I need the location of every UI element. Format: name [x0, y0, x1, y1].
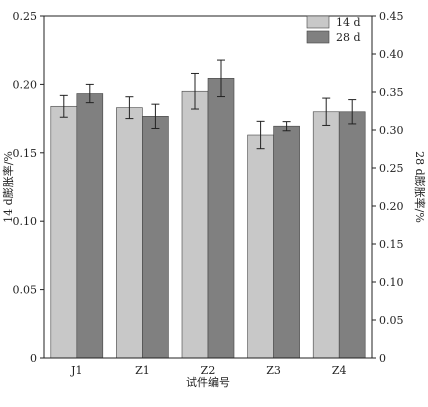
right-y-axis: 0 0.05 0.10 0.15 0.20 0.25 0.30 0.35 0.40 0.45: [372, 10, 404, 365]
bar-14d-Z1: [116, 107, 143, 359]
bar-28d-Z1: [142, 116, 169, 359]
x-tick-label: J1: [70, 364, 82, 377]
plot-frame: [43, 15, 373, 359]
right-y-tick-label: 0: [379, 352, 386, 365]
left-y-axis: 0 0.05 0.10 0.15 0.20 0.25: [13, 10, 44, 365]
bar-28d-Z4: [338, 111, 366, 359]
bars-layer: [50, 78, 366, 359]
legend-label: 14 d: [336, 16, 361, 29]
right-y-tick-label: 0.10: [379, 276, 404, 289]
right-y-axis-label: 28 d膨胀率/%: [413, 151, 427, 223]
legend-swatch: [306, 30, 330, 44]
right-y-tick-label: 0.35: [379, 86, 404, 99]
right-y-tick-label: 0.15: [379, 238, 404, 251]
left-y-tick-label: 0: [30, 352, 37, 365]
bar-14d-J1: [50, 105, 78, 359]
left-y-tick-label: 0.20: [13, 78, 38, 91]
x-tick-label: Z2: [201, 364, 216, 377]
x-tick-label: Z4: [332, 364, 347, 377]
error-bars-layer: [59, 59, 357, 150]
right-y-tick-label: 0.40: [379, 48, 404, 61]
left-y-tick-label: 0.10: [13, 215, 38, 228]
left-y-tick-label: 0.25: [13, 10, 38, 23]
bar-28d-Z3: [273, 125, 300, 359]
x-tick-label: Z3: [266, 364, 281, 377]
x-tick-label: Z1: [135, 364, 150, 377]
bar-28d-J1: [76, 93, 104, 359]
legend: 14 d 28 d: [306, 15, 361, 44]
right-y-tick-label: 0.45: [379, 10, 404, 23]
right-y-tick-label: 0.05: [379, 314, 404, 327]
bar-28d-Z2: [207, 78, 235, 359]
left-y-tick-label: 0.15: [13, 147, 38, 160]
x-axis: J1 Z1 Z2 Z3 Z4: [70, 364, 346, 377]
legend-swatch: [306, 15, 330, 29]
right-y-tick-label: 0.25: [379, 162, 404, 175]
bar-14d-Z4: [312, 111, 340, 359]
right-y-tick-label: 0.30: [379, 124, 404, 137]
left-y-tick-label: 0.05: [13, 284, 38, 297]
bar-14d-Z3: [247, 134, 274, 359]
x-axis-label: 试件编号: [186, 375, 230, 389]
legend-label: 28 d: [336, 31, 361, 44]
bar-14d-Z2: [181, 90, 209, 359]
left-y-axis-label: 14 d膨胀率/%: [1, 151, 15, 223]
right-y-tick-label: 0.20: [379, 200, 404, 213]
